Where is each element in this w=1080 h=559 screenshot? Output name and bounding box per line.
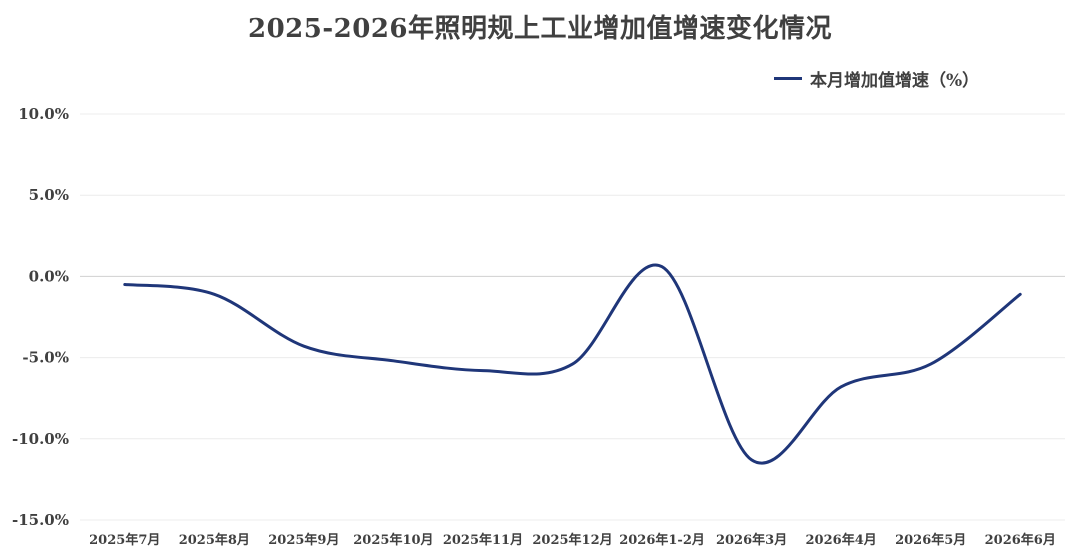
chart-title: 2025-2026年照明规上工业增加值增速变化情况 [247, 14, 833, 44]
x-tick-label: 2025年9月 [268, 532, 339, 548]
x-tick-label: 2025年10月 [353, 532, 433, 548]
y-tick-label: 5.0% [29, 186, 69, 204]
x-tick-label: 2026年1-2月 [619, 532, 705, 548]
legend: 本月增加值增速（%） [774, 66, 980, 91]
x-tick-label: 2026年5月 [895, 532, 966, 548]
x-tick-label: 2025年8月 [179, 532, 250, 548]
x-tick-label: 2026年3月 [716, 532, 787, 548]
y-tick-label: -15.0% [12, 511, 69, 529]
x-tick-label: 2025年11月 [443, 532, 523, 548]
series-line [123, 263, 1022, 465]
x-tick-label: 2026年4月 [806, 532, 877, 548]
y-tick-label: -10.0% [12, 430, 69, 448]
y-tick-label: 0.0% [29, 267, 69, 285]
legend-line-swatch [774, 76, 802, 80]
x-tick-label: 2025年12月 [532, 532, 612, 548]
x-tick-label: 2026年6月 [985, 532, 1056, 548]
legend-label: 本月增加值增速（%） [810, 70, 980, 91]
x-tick-label: 2025年7月 [89, 532, 160, 548]
y-tick-label: 10.0% [18, 105, 69, 123]
y-tick-label: -5.0% [22, 349, 69, 367]
